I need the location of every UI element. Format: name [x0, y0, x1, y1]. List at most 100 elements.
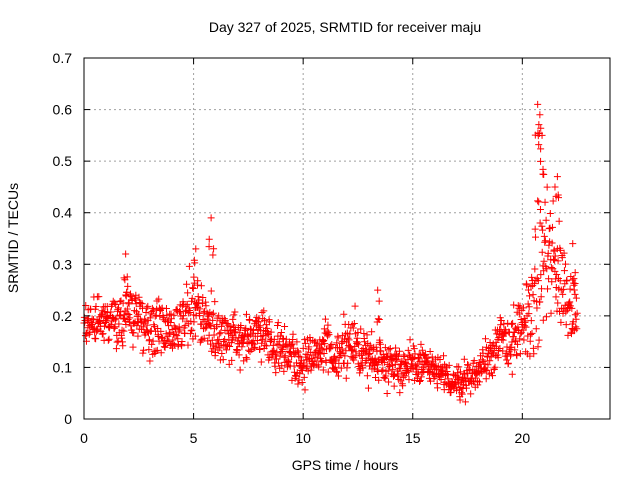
data-point — [156, 312, 164, 320]
data-point — [186, 309, 194, 317]
data-point — [539, 226, 547, 234]
data-point — [274, 319, 282, 327]
data-point — [494, 354, 502, 362]
data-point — [321, 340, 329, 348]
data-point — [478, 356, 486, 364]
data-point — [559, 290, 567, 298]
data-point — [187, 317, 195, 325]
data-point — [203, 315, 211, 323]
data-point — [348, 346, 356, 354]
data-point — [573, 309, 581, 317]
data-point — [540, 232, 548, 240]
data-point — [375, 315, 383, 323]
data-point — [171, 331, 179, 339]
data-point — [555, 194, 563, 202]
data-point — [571, 290, 579, 298]
x-axis-title: GPS time / hours — [292, 457, 399, 473]
data-point — [357, 325, 365, 333]
data-point — [364, 384, 372, 392]
data-point — [199, 325, 207, 333]
data-point — [299, 363, 307, 371]
data-point — [376, 340, 384, 348]
data-point — [555, 217, 563, 225]
data-point — [246, 316, 254, 324]
data-point — [551, 252, 559, 260]
data-point — [331, 357, 339, 365]
data-point — [231, 308, 239, 316]
data-point — [546, 209, 554, 217]
data-point — [196, 305, 204, 313]
x-tick-label: 20 — [515, 430, 531, 446]
data-point — [458, 390, 466, 398]
data-point — [310, 357, 318, 365]
data-point — [118, 326, 126, 334]
data-point — [126, 314, 134, 322]
data-point — [318, 346, 326, 354]
data-points — [80, 100, 581, 406]
data-point — [554, 299, 562, 307]
data-point — [349, 324, 357, 332]
data-point — [401, 372, 409, 380]
data-point — [529, 291, 537, 299]
data-point — [208, 310, 216, 318]
data-point — [390, 371, 398, 379]
data-point — [379, 366, 387, 374]
data-point — [528, 273, 536, 281]
data-point — [227, 339, 235, 347]
data-point — [188, 297, 196, 305]
data-point — [363, 372, 371, 380]
data-point — [92, 303, 100, 311]
data-point — [553, 271, 561, 279]
data-point — [184, 341, 192, 349]
data-point — [481, 335, 489, 343]
data-point — [146, 314, 154, 322]
data-point — [550, 246, 558, 254]
data-point — [415, 350, 423, 358]
data-point — [104, 336, 112, 344]
data-point — [225, 360, 233, 368]
data-point — [344, 334, 352, 342]
data-point — [531, 265, 539, 273]
data-point — [394, 352, 402, 360]
data-point — [127, 293, 135, 301]
data-point — [374, 315, 382, 323]
data-point — [538, 285, 546, 293]
data-point — [189, 284, 197, 292]
data-point — [375, 297, 383, 305]
data-point — [227, 327, 235, 335]
data-point — [279, 334, 287, 342]
data-point — [350, 353, 358, 361]
data-point — [105, 335, 113, 343]
data-point — [464, 361, 472, 369]
data-point — [242, 353, 250, 361]
data-point — [331, 363, 339, 371]
data-point — [236, 366, 244, 374]
data-point — [257, 358, 265, 366]
data-point — [572, 315, 580, 323]
data-point — [530, 280, 538, 288]
data-point — [132, 291, 140, 299]
y-tick-label: 0.4 — [53, 205, 73, 221]
data-point — [280, 353, 288, 361]
data-point — [423, 359, 431, 367]
data-point — [229, 315, 237, 323]
data-point — [338, 345, 346, 353]
data-point — [301, 386, 309, 394]
data-point — [508, 338, 516, 346]
data-point — [226, 342, 234, 350]
data-point — [191, 332, 199, 340]
data-point — [515, 310, 523, 318]
data-point — [376, 336, 384, 344]
data-point — [548, 239, 556, 247]
data-point — [499, 347, 507, 355]
data-point — [253, 336, 261, 344]
data-point — [569, 240, 577, 248]
data-point — [534, 277, 542, 285]
data-point — [556, 277, 564, 285]
y-tick-label: 0.3 — [53, 256, 73, 272]
data-point — [547, 263, 555, 271]
data-point — [333, 368, 341, 376]
data-point — [503, 356, 511, 364]
data-point — [374, 286, 382, 294]
data-point — [120, 274, 128, 282]
